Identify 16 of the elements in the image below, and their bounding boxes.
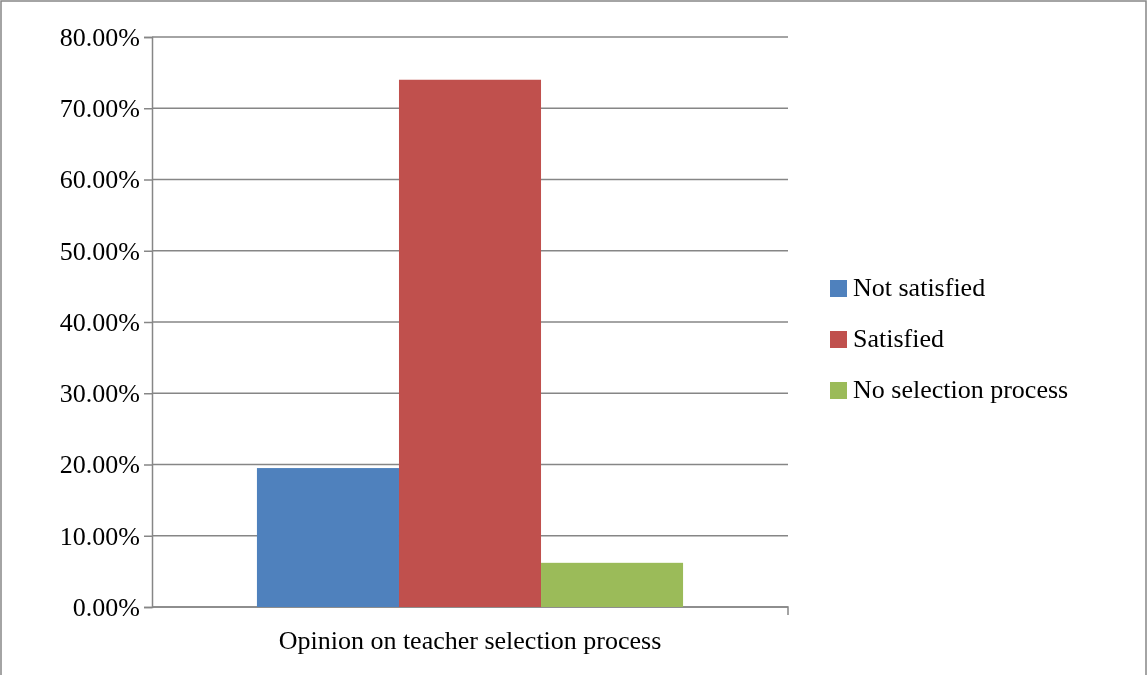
bar: [398, 79, 542, 607]
y-tick-label: 40.00%: [59, 307, 140, 337]
y-tick-label: 70.00%: [59, 94, 140, 124]
legend-label: Not satisfied: [853, 273, 986, 302]
bar: [541, 562, 684, 607]
y-tick-label: 80.00%: [59, 22, 140, 52]
y-tick-label: 60.00%: [59, 165, 140, 195]
y-tick-label: 10.00%: [59, 521, 140, 551]
legend-label: No selection process: [853, 375, 1069, 404]
y-tick-label: 30.00%: [59, 379, 140, 409]
x-tick-label: Opinion on teacher selection process: [278, 626, 662, 656]
y-tick-label: 20.00%: [59, 450, 140, 480]
y-tick-label: 0.00%: [72, 592, 140, 622]
y-tick-label: 50.00%: [59, 236, 140, 266]
bar: [256, 468, 399, 607]
legend-label: Satisfied: [853, 324, 944, 353]
